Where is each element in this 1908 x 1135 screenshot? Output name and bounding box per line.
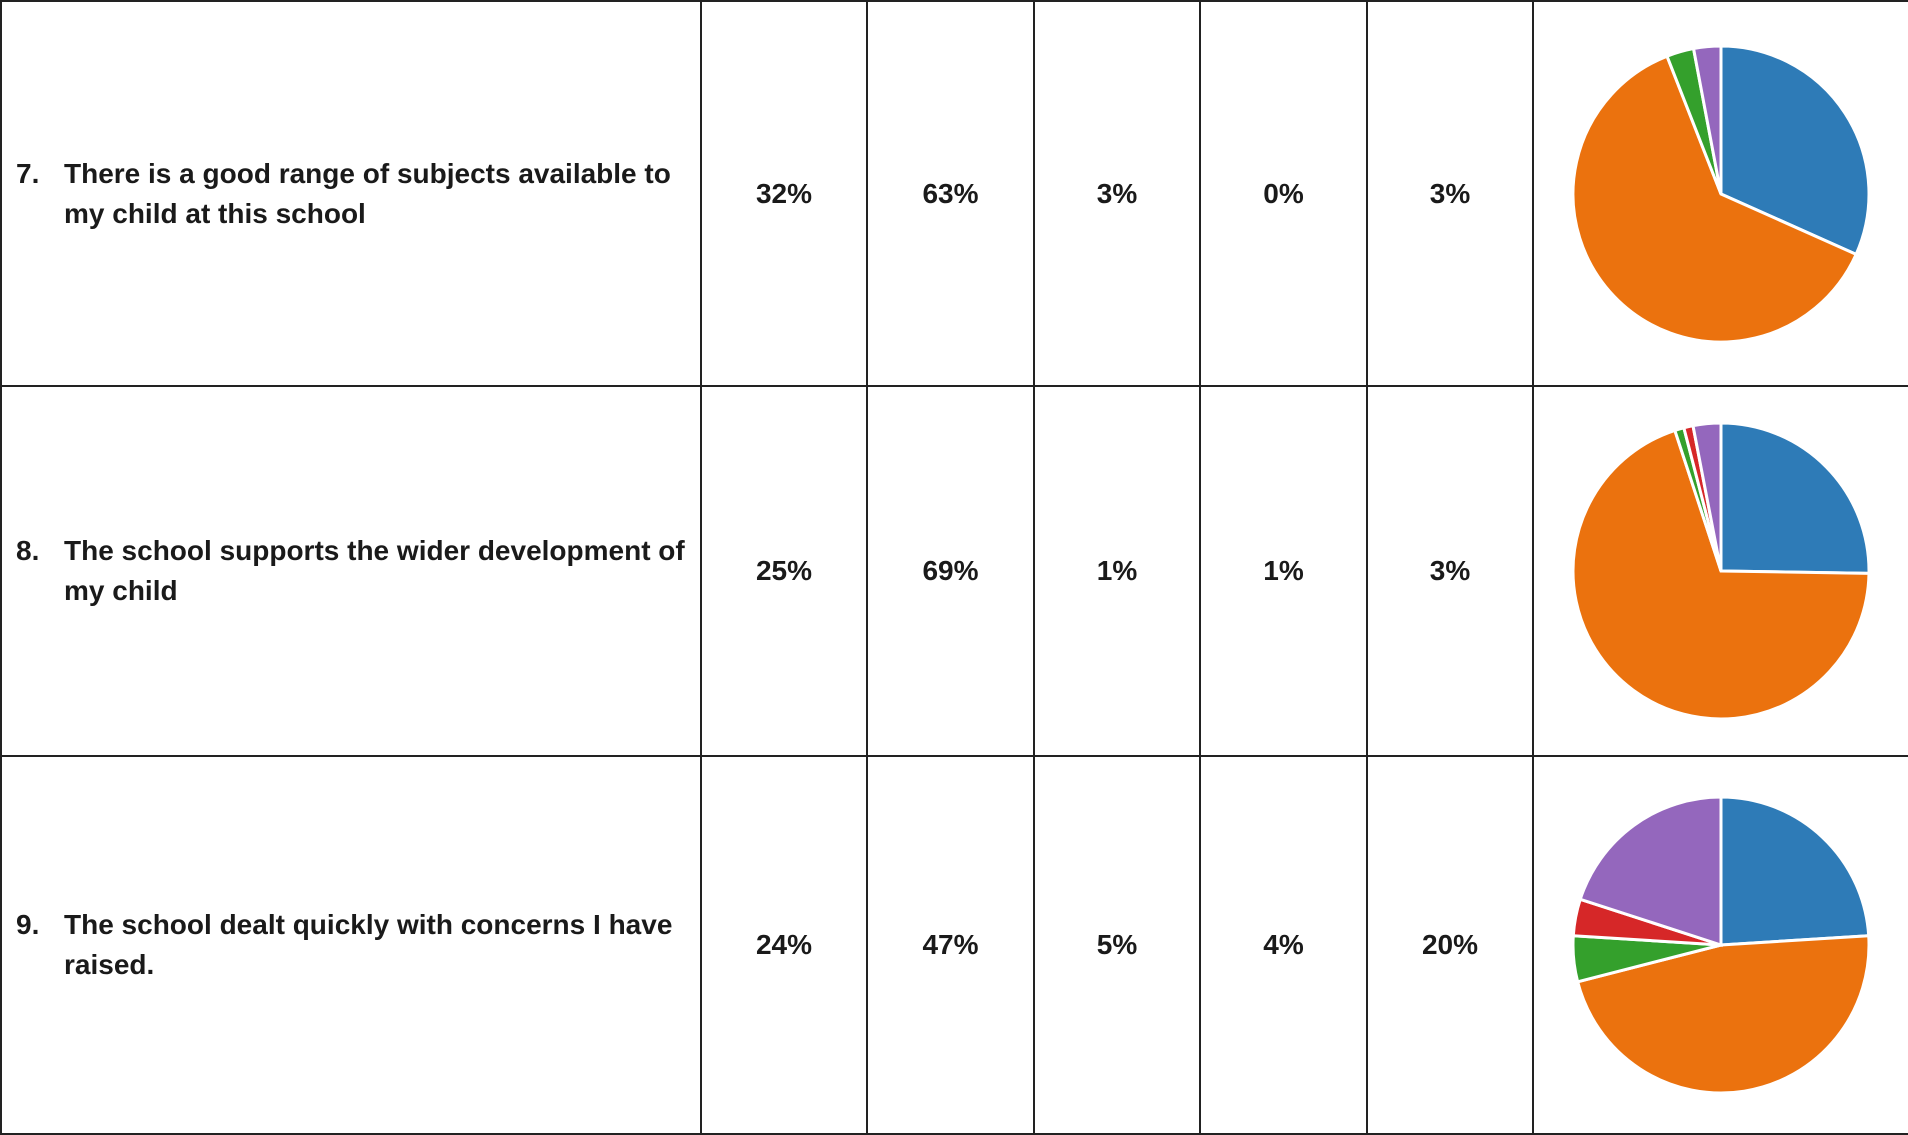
table-row: 7. There is a good range of subjects ava… xyxy=(0,0,1908,387)
table-row: 8. The school supports the wider develop… xyxy=(0,385,1908,757)
question-text: The school supports the wider developmen… xyxy=(64,535,685,606)
pie-chart-q7 xyxy=(1571,43,1871,343)
question-number: 9. xyxy=(16,909,40,940)
pie-slice-agree xyxy=(1575,934,1871,1095)
pie-slice-agree xyxy=(1571,428,1871,721)
pie-chart-q9 xyxy=(1571,795,1871,1095)
pie-chart-cell xyxy=(1532,0,1908,387)
percent-cell: 20% xyxy=(1366,755,1534,1135)
percent-cell: 4% xyxy=(1199,755,1368,1135)
pie-chart-q8 xyxy=(1571,421,1871,721)
percent-cell: 3% xyxy=(1033,0,1201,387)
pie-slice-agree xyxy=(1571,53,1859,343)
percent-cell: 5% xyxy=(1033,755,1201,1135)
table-row: 9. The school dealt quickly with concern… xyxy=(0,755,1908,1135)
percent-cell: 63% xyxy=(866,0,1035,387)
question-text: There is a good range of subjects availa… xyxy=(64,157,671,229)
percent-cell: 3% xyxy=(1366,385,1534,757)
pie-slice-strongly-agree xyxy=(1719,421,1871,575)
question-cell: 9. The school dealt quickly with concern… xyxy=(0,755,702,1135)
percent-cell: 32% xyxy=(700,0,868,387)
question-number: 7. xyxy=(16,157,40,189)
percent-cell: 24% xyxy=(700,755,868,1135)
pie-slice-dont-know xyxy=(1691,421,1723,572)
question-cell: 8. The school supports the wider develop… xyxy=(0,385,702,757)
percent-cell: 25% xyxy=(700,385,868,757)
pie-slice-dont-know xyxy=(1578,795,1723,948)
percent-cell: 69% xyxy=(866,385,1035,757)
pie-slice-dont-know xyxy=(1691,43,1723,194)
percent-cell: 47% xyxy=(866,755,1035,1135)
pie-slice-strongly-agree xyxy=(1719,43,1871,256)
percent-cell: 0% xyxy=(1199,0,1368,387)
percent-cell: 1% xyxy=(1199,385,1368,757)
pie-slice-strongly-agree xyxy=(1719,795,1871,947)
pie-chart-cell xyxy=(1532,755,1908,1135)
question-number: 8. xyxy=(16,535,40,566)
pie-chart-cell xyxy=(1532,385,1908,757)
percent-cell: 3% xyxy=(1366,0,1534,387)
question-cell: 7. There is a good range of subjects ava… xyxy=(0,0,702,387)
question-text: The school dealt quickly with concerns I… xyxy=(64,909,673,980)
percent-cell: 1% xyxy=(1033,385,1201,757)
